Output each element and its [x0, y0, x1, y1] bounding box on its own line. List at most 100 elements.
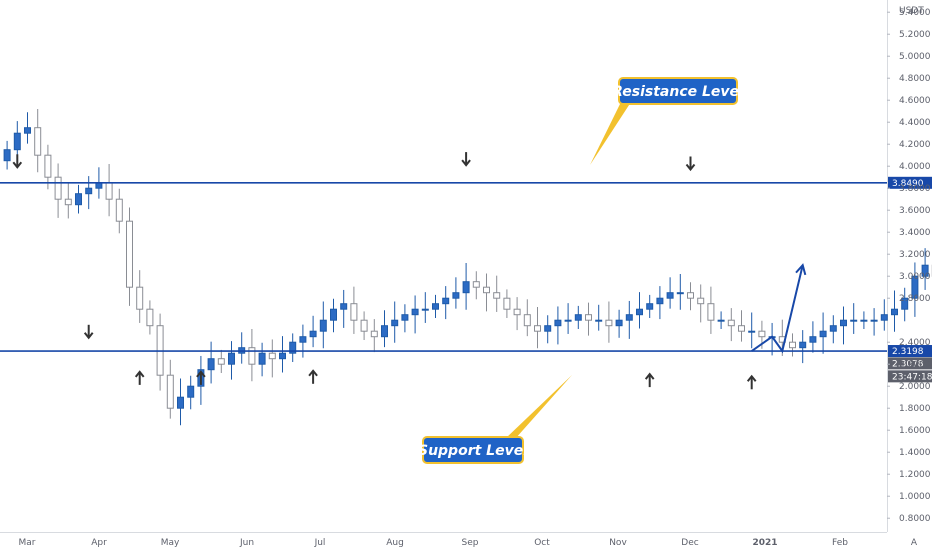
candle-body	[401, 314, 409, 321]
arrow-down-icon	[685, 156, 696, 172]
y-tick-label: 2.2000	[899, 360, 931, 370]
candle-body	[126, 220, 133, 288]
candle-body	[319, 319, 327, 332]
candle-body	[707, 303, 715, 321]
y-tick-label: 1.4000	[899, 448, 931, 458]
y-tick-label: 2.8000	[899, 294, 931, 304]
candle-body	[340, 303, 348, 310]
x-tick-label: Nov	[609, 538, 627, 548]
y-tick-label: 1.2000	[899, 470, 931, 480]
candle-body	[462, 281, 470, 294]
candle-body	[442, 297, 450, 305]
candle-body	[727, 319, 735, 327]
candle-body	[299, 336, 307, 343]
candle-body	[605, 319, 613, 327]
support-callout-text: Support Level	[418, 443, 528, 459]
x-tick-label: Sep	[462, 538, 479, 548]
candle-body	[248, 347, 256, 365]
candle-body	[646, 303, 654, 310]
candle-body	[493, 292, 501, 299]
candle-body	[656, 297, 664, 305]
support-callout: Support Level	[418, 375, 572, 464]
resistance-price-label: 3.8490	[892, 179, 924, 189]
x-tick-label: Jun	[239, 538, 254, 548]
grid	[0, 0, 888, 533]
candle-body	[748, 330, 756, 333]
y-tick-label: 4.2000	[899, 140, 931, 150]
arrow-head	[134, 370, 145, 378]
candle-body	[381, 325, 388, 338]
candle-body	[870, 319, 878, 322]
candle-body	[829, 325, 837, 332]
candle-body	[217, 358, 225, 365]
candle-body	[75, 193, 82, 206]
candle-body	[330, 308, 337, 321]
candle-body	[880, 314, 888, 321]
arrow-head	[461, 159, 471, 167]
arrow-down-icon	[12, 154, 23, 169]
y-tick-label: 5.4000	[899, 8, 931, 18]
x-tick-label: Dec	[681, 538, 698, 548]
auto-scale-toggle: A	[911, 538, 918, 548]
candlestick-series	[3, 109, 932, 426]
time-axis[interactable]: Mar Apr May Jun Jul Aug Sep Oct Nov Dec 2021 Feb A	[19, 538, 918, 548]
candle-body	[799, 341, 807, 349]
candle-body	[34, 127, 42, 156]
y-tick-label: 4.8000	[899, 74, 931, 84]
candle-body	[850, 319, 858, 322]
x-tick-label: Mar	[19, 538, 36, 548]
x-tick-label: 2021	[752, 538, 777, 548]
candle-body	[391, 319, 399, 327]
support-callout-pointer	[505, 375, 572, 439]
candle-body	[54, 176, 62, 200]
y-tick-label: 3.0000	[899, 272, 931, 282]
candle-body	[625, 314, 633, 321]
last-price-label: 2.3078	[892, 359, 924, 369]
candle-body	[64, 198, 72, 206]
y-tick-label: 3.4000	[899, 228, 931, 238]
candle-body	[115, 198, 123, 222]
candle-body	[585, 314, 592, 321]
candle-body	[146, 308, 154, 327]
candle-body	[187, 385, 195, 398]
y-tick-label: 0.8000	[899, 514, 931, 524]
arrow-head	[308, 369, 318, 377]
candle-body	[177, 396, 184, 409]
candle-body	[472, 281, 480, 288]
candle-body	[85, 187, 93, 195]
candle-body	[3, 149, 11, 162]
candle-body	[24, 127, 31, 134]
candle-body	[564, 319, 572, 322]
y-tick-label: 4.4000	[899, 118, 931, 128]
levels-layer: 3.8490 2.3198 2.3078 23:47:18	[0, 176, 932, 383]
candle-body	[350, 303, 358, 321]
callouts-layer: Resistance Level Support Level	[418, 77, 744, 464]
candle-body	[360, 319, 368, 332]
y-tick-label: 1.8000	[899, 404, 931, 414]
candle-body	[860, 319, 868, 322]
y-tick-label: 4.6000	[899, 96, 931, 106]
candle-body	[13, 132, 21, 151]
arrow-up-icon	[134, 370, 145, 385]
candle-body	[921, 264, 929, 277]
candle-body	[676, 292, 684, 295]
candle-body	[554, 319, 562, 327]
candle-body	[901, 297, 909, 310]
candle-body	[697, 297, 705, 305]
y-tick-label: 3.6000	[899, 206, 931, 216]
candle-body	[666, 292, 674, 299]
projection-path	[751, 264, 804, 354]
candle-body	[717, 319, 725, 322]
price-axis[interactable]: USDT 0.8000 1.0000 1.2000 1.4000 1.6000 1.8000…	[887, 6, 931, 524]
y-tick-label: 2.4000	[899, 338, 931, 348]
x-tick-label: Oct	[534, 538, 550, 548]
candle-body	[636, 308, 643, 316]
candle-body	[268, 352, 276, 360]
currency-label: USDT	[899, 6, 924, 16]
candle-body	[544, 325, 552, 332]
y-tick-label: 3.2000	[899, 250, 931, 260]
arrow-up-icon	[196, 370, 206, 385]
candle-body	[809, 336, 817, 343]
countdown-label: 23:47:18	[892, 372, 932, 382]
